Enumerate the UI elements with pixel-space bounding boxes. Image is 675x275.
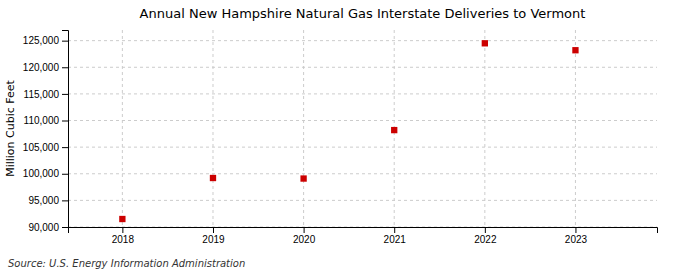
- grid-line-x: [484, 30, 485, 227]
- tick: 2019: [202, 227, 225, 245]
- grid-line-y: [68, 147, 657, 148]
- tick: 2018: [112, 227, 135, 245]
- point: [210, 175, 216, 181]
- tick: 2023: [565, 227, 588, 245]
- tick-label: 2020: [293, 234, 316, 245]
- tick-mark: [62, 147, 68, 148]
- tick-label: 100,000: [23, 168, 60, 179]
- point: [300, 175, 306, 181]
- grid: [68, 30, 657, 227]
- tick: 90,000: [28, 222, 68, 233]
- tick: 2022: [474, 227, 497, 245]
- point: [572, 47, 578, 53]
- grid-line-y: [68, 67, 657, 68]
- tick-label: 2018: [112, 234, 135, 245]
- tick-label: 2019: [202, 234, 225, 245]
- grid-line-y: [68, 173, 657, 174]
- tick: 115,000: [24, 89, 68, 100]
- tick-mark: [394, 227, 395, 233]
- tick: 110,000: [24, 115, 68, 126]
- tick-label: 125,000: [23, 35, 60, 46]
- tick-mark: [62, 67, 68, 68]
- y-axis: 90,000 95,000 100,000 105,000 110,000 115,000…: [23, 31, 69, 233]
- tick-mark: [62, 121, 68, 122]
- point: [391, 127, 397, 133]
- grid-line-x: [122, 30, 123, 227]
- tick-label: 2021: [384, 234, 407, 245]
- tick: 2020: [293, 227, 316, 245]
- tick: 2021: [384, 227, 407, 245]
- tick: 100,000: [23, 168, 68, 179]
- axis-line: [69, 228, 658, 234]
- grid-line-x: [575, 30, 576, 227]
- x-axis: 2018 2019 2020 2021 2022 2023: [69, 227, 658, 245]
- tick-mark: [62, 174, 68, 175]
- tick-mark: [62, 41, 68, 42]
- tick-mark: [213, 227, 214, 233]
- tick-label: 105,000: [23, 142, 60, 153]
- point: [119, 216, 125, 222]
- tick-mark: [304, 227, 305, 233]
- annotation: Source: U.S. Energy Information Administ…: [8, 258, 245, 269]
- points: [119, 40, 578, 222]
- axis-line: [62, 31, 69, 228]
- title: Annual New Hampshire Natural Gas Interst…: [140, 6, 586, 21]
- tick-label: 95,000: [28, 195, 59, 206]
- tick-mark: [62, 94, 68, 95]
- tick-mark: [122, 227, 123, 233]
- grid-line-y: [68, 200, 657, 201]
- grid-line-y: [68, 93, 657, 94]
- grid-line-x: [212, 30, 213, 227]
- grid-line-y: [68, 120, 657, 121]
- tick-label: 2023: [565, 234, 588, 245]
- plot: 2018 2019 2020 2021 2022 2023 90,000 95,000 100,…: [23, 30, 658, 245]
- tick: 105,000: [23, 142, 68, 153]
- tick: 95,000: [28, 195, 68, 206]
- point: [482, 40, 488, 46]
- tick-label: 2022: [474, 234, 497, 245]
- tick-mark: [62, 227, 68, 228]
- grid-line-y: [68, 40, 657, 41]
- grid-line-x: [303, 30, 304, 227]
- tick-label: 120,000: [23, 62, 60, 73]
- y-label: Million Cubic Feet: [4, 79, 17, 176]
- chart: 2018 2019 2020 2021 2022 2023 90,000 95,000 100,…: [0, 0, 675, 275]
- tick-label: 90,000: [28, 222, 59, 233]
- tick-label: 110,000: [24, 115, 60, 126]
- tick: 125,000: [23, 35, 68, 46]
- tick-mark: [62, 200, 68, 201]
- tick-label: 115,000: [24, 89, 60, 100]
- tick-mark: [575, 227, 576, 233]
- tick-mark: [485, 227, 486, 233]
- tick: 120,000: [23, 62, 68, 73]
